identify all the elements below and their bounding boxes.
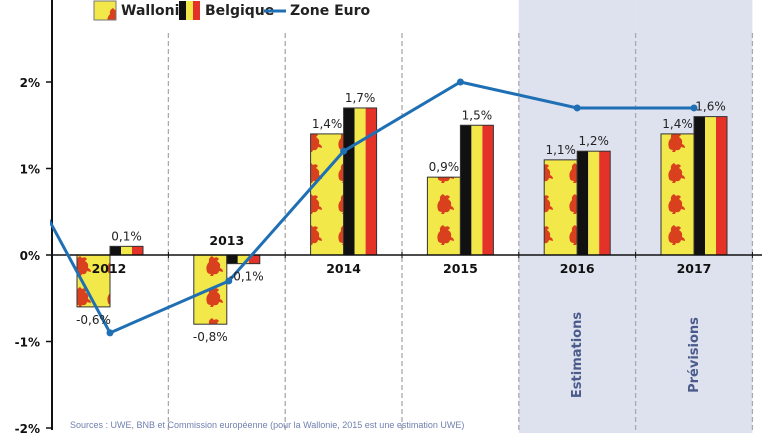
y-tick-label: 0% xyxy=(20,249,40,263)
flag-stripe xyxy=(471,125,483,255)
bar-wallonie-2016 xyxy=(543,159,578,256)
flag-stripe xyxy=(365,107,377,255)
x-tick-2017: 2017 xyxy=(677,261,712,276)
point-zone-euro-2013 xyxy=(225,277,233,285)
legend: Wallonie Belgique Zone Euro xyxy=(93,0,371,21)
flag-stripe xyxy=(132,246,143,255)
legend-belgique-label: Belgique xyxy=(205,3,274,19)
bar-wallonie-2017 xyxy=(660,133,695,256)
point-zone-euro-2012 xyxy=(106,329,114,337)
point-zone-euro-2017 xyxy=(690,104,698,112)
label-wallonie-2017: 1,4% xyxy=(662,117,693,131)
point-zone-euro-2016 xyxy=(573,104,581,112)
legend-wallonie-label: Wallonie xyxy=(121,3,189,19)
label-wallonie-2014: 1,4% xyxy=(312,117,343,131)
label-belgique-2014: 1,7% xyxy=(345,91,376,105)
flag-stripe xyxy=(588,151,600,255)
bar-belgique-2014 xyxy=(343,107,378,256)
flag-stripe xyxy=(343,107,355,255)
bar-belgique-2012 xyxy=(109,245,144,256)
flag-stripe xyxy=(599,151,611,255)
label-belgique-2017: 1,6% xyxy=(695,100,726,114)
source-note: Sources : UWE, BNB et Commission europée… xyxy=(70,420,464,430)
legend-wallonie-swatch xyxy=(93,0,117,21)
x-tick-2015: 2015 xyxy=(443,261,478,276)
flag-stripe xyxy=(694,116,705,255)
bar-belgique-2017 xyxy=(693,116,728,256)
legend-belgique-swatch xyxy=(179,1,200,20)
y-tick-label: -1% xyxy=(15,336,40,350)
label-wallonie-2012: -0,6% xyxy=(76,313,111,327)
x-tick-2016: 2016 xyxy=(560,261,595,276)
flag-stripe xyxy=(460,125,472,255)
x-tick-2012: 2012 xyxy=(92,261,127,276)
x-tick-2013: 2013 xyxy=(209,233,244,248)
x-tick-2014: 2014 xyxy=(326,261,361,276)
point-zone-euro-2015 xyxy=(456,78,464,86)
flag-stripe xyxy=(237,255,249,264)
bar-wallonie-2015 xyxy=(426,176,461,256)
y-tick-label: -2% xyxy=(15,422,40,433)
bar-belgique-2015 xyxy=(459,124,494,256)
region-label-prévisions: Prévisions xyxy=(687,317,702,393)
flag-stripe xyxy=(705,116,716,255)
flag-stripe xyxy=(482,125,494,255)
bar-belgique-2016 xyxy=(576,150,611,256)
flag-stripe xyxy=(226,255,238,264)
label-belgique-2013: -0,1% xyxy=(229,270,264,284)
bar-wallonie-2014 xyxy=(310,133,345,256)
flag-stripe xyxy=(716,116,727,255)
flag-stripe xyxy=(354,107,366,255)
y-tick-label: 1% xyxy=(20,163,40,177)
label-belgique-2012: 0,1% xyxy=(111,229,142,243)
flag-stripe xyxy=(248,255,260,264)
flag-stripe xyxy=(110,246,121,255)
y-tick-label: 2% xyxy=(20,76,40,90)
legend-zone-euro-label: Zone Euro xyxy=(290,3,371,19)
region-label-estimations: Estimations xyxy=(570,312,585,398)
flag-stripe xyxy=(121,246,132,255)
flag-stripe xyxy=(577,151,589,255)
label-wallonie-2015: 0,9% xyxy=(429,160,460,174)
point-zone-euro-2014 xyxy=(340,147,348,155)
label-belgique-2016: 1,2% xyxy=(578,134,609,148)
label-belgique-2015: 1,5% xyxy=(462,108,493,122)
label-wallonie-2016: 1,1% xyxy=(545,143,576,157)
label-wallonie-2013: -0,8% xyxy=(193,330,228,344)
